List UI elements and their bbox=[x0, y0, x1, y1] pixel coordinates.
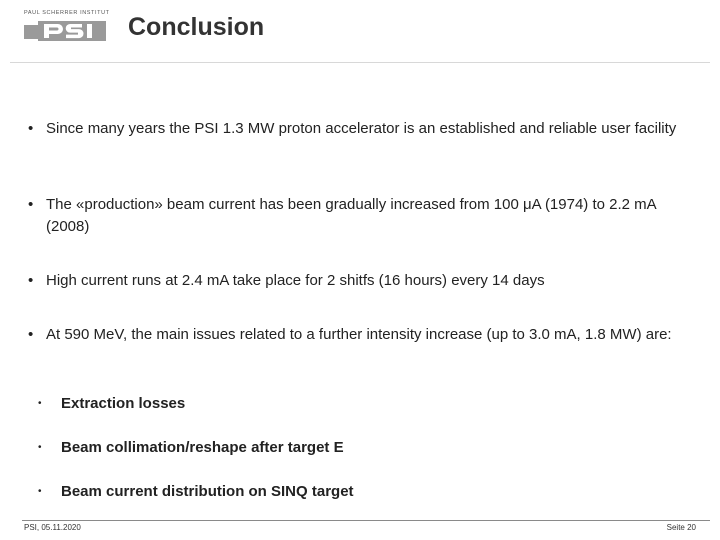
sub-bullet-marker: • bbox=[38, 442, 42, 453]
bullet-marker: • bbox=[28, 272, 34, 289]
footer-date: PSI, 05.11.2020 bbox=[24, 523, 81, 532]
bullet-text: At 590 MeV, the main issues related to a… bbox=[46, 326, 672, 343]
sub-bullet-marker: • bbox=[38, 486, 42, 497]
sub-bullet-marker: • bbox=[38, 398, 42, 409]
page-title: Conclusion bbox=[128, 13, 265, 41]
bullet-text: Since many years the PSI 1.3 MW proton a… bbox=[46, 120, 677, 137]
footer-divider bbox=[22, 520, 710, 521]
header-divider bbox=[10, 62, 710, 63]
bullet-text: High current runs at 2.4 mA take place f… bbox=[46, 272, 545, 289]
logo-caption: PAUL SCHERRER INSTITUT bbox=[24, 10, 110, 16]
page-number: Seite 20 bbox=[666, 523, 696, 532]
sub-bullet-text: Beam current distribution on SINQ target bbox=[61, 483, 354, 500]
bullet-text: The «production» beam current has been g… bbox=[46, 196, 656, 235]
bullet-marker: • bbox=[28, 196, 34, 213]
sub-bullet-text: Beam collimation/reshape after target E bbox=[61, 439, 344, 456]
bullet-marker: • bbox=[28, 120, 34, 137]
psi-logo: PAUL SCHERRER INSTITUT bbox=[24, 10, 110, 44]
bullet-marker: • bbox=[28, 326, 34, 343]
psi-logo-mark bbox=[24, 21, 106, 41]
sub-bullet-text: Extraction losses bbox=[61, 395, 186, 412]
